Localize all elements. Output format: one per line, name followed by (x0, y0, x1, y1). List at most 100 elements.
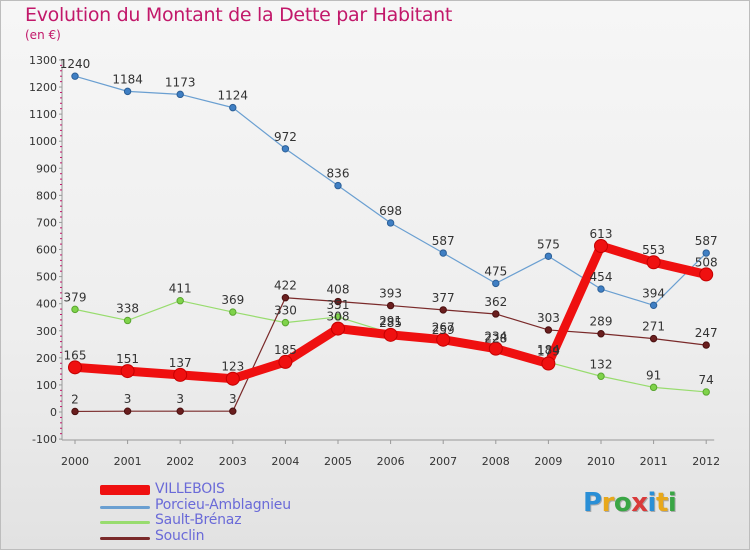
data-label-porcieu-amblagnieu: 587 (432, 234, 455, 248)
data-point-sault-br-naz (334, 313, 342, 321)
x-tick-label: 2000 (61, 455, 89, 468)
data-label-sault-br-naz: 259 (432, 323, 455, 337)
data-label-sault-br-naz: 369 (221, 293, 244, 307)
data-label-porcieu-amblagnieu: 394 (642, 286, 665, 300)
legend-swatch (100, 536, 150, 540)
data-label-porcieu-amblagnieu: 836 (327, 167, 350, 181)
data-point-porcieu-amblagnieu (71, 72, 79, 80)
data-point-souclin (281, 294, 290, 302)
x-tick-label: 2012 (692, 455, 720, 468)
data-point-souclin (544, 326, 553, 334)
data-label-sault-br-naz: 338 (116, 301, 139, 315)
data-point-sault-br-naz (176, 297, 184, 305)
data-label-sault-br-naz: 411 (169, 282, 192, 296)
x-tick-label: 2007 (429, 455, 457, 468)
data-label-villebois: 234 (484, 330, 507, 344)
data-label-porcieu-amblagnieu: 1173 (165, 75, 196, 89)
data-point-souclin (229, 407, 237, 415)
data-label-porcieu-amblagnieu: 475 (484, 264, 507, 278)
data-point-villebois (331, 321, 345, 336)
data-label-souclin: 247 (695, 326, 718, 340)
data-label-villebois: 179 (537, 345, 560, 359)
data-point-porcieu-amblagnieu (649, 301, 658, 310)
y-tick-label: 1100 (29, 108, 57, 121)
data-point-villebois (699, 267, 714, 282)
data-point-sault-br-naz (229, 308, 237, 316)
proxiti-logo: Proxiti (583, 488, 693, 528)
data-point-sault-br-naz (649, 383, 658, 392)
logo-letter: i (647, 488, 657, 518)
y-tick-label: 100 (36, 379, 57, 392)
data-point-villebois (646, 255, 661, 270)
data-label-sault-br-naz: 74 (699, 373, 714, 387)
data-point-villebois (120, 364, 135, 379)
y-tick-label: 1000 (29, 135, 57, 148)
legend-label: Souclin (155, 527, 205, 544)
chart-title: Evolution du Montant de la Dette par Hab… (25, 4, 453, 26)
data-label-souclin: 3 (176, 392, 184, 406)
data-point-sault-br-naz (123, 316, 132, 325)
data-point-porcieu-amblagnieu (702, 249, 710, 257)
data-label-villebois: 165 (64, 348, 87, 362)
data-point-porcieu-amblagnieu (492, 279, 500, 288)
data-label-porcieu-amblagnieu: 1184 (112, 72, 143, 86)
data-label-sault-br-naz: 228 (484, 331, 507, 345)
y-tick-label: 200 (36, 352, 57, 365)
data-label-sault-br-naz: 132 (590, 357, 613, 371)
data-point-souclin (334, 297, 342, 306)
x-tick-label: 2004 (271, 455, 299, 468)
data-point-porcieu-amblagnieu (176, 90, 184, 99)
y-tick-label: 500 (36, 271, 57, 284)
data-point-souclin (176, 407, 184, 415)
data-point-sault-br-naz (597, 372, 605, 380)
x-tick-label: 2002 (166, 455, 194, 468)
x-tick-label: 2009 (534, 455, 562, 468)
data-point-souclin (71, 407, 79, 416)
y-tick-label: 300 (36, 325, 57, 338)
y-tick-label: 1300 (29, 54, 57, 67)
data-label-villebois: 285 (379, 316, 402, 330)
y-tick-label: 600 (36, 244, 57, 257)
data-point-porcieu-amblagnieu (123, 87, 132, 96)
data-label-villebois: 553 (642, 243, 665, 257)
y-tick-label: 700 (36, 216, 57, 229)
data-point-villebois (225, 371, 240, 386)
logo-letter: i (667, 488, 677, 518)
data-point-porcieu-amblagnieu (597, 285, 605, 293)
x-tick-label: 2011 (640, 455, 668, 468)
data-label-porcieu-amblagnieu: 698 (379, 204, 402, 218)
y-tick-label: 400 (36, 298, 57, 311)
x-tick-label: 2003 (219, 455, 247, 468)
data-label-sault-br-naz: 351 (327, 298, 350, 312)
data-label-villebois: 267 (432, 321, 455, 335)
chart-subtitle: (en €) (25, 28, 61, 42)
y-tick-label: -100 (32, 433, 57, 446)
legend-label: Porcieu-Amblagnieu (155, 496, 291, 513)
y-tick-label: 1200 (29, 81, 57, 94)
x-tick-label: 2006 (377, 455, 405, 468)
data-label-porcieu-amblagnieu: 1240 (60, 57, 91, 71)
data-label-souclin: 303 (537, 311, 560, 325)
data-label-villebois: 508 (695, 255, 718, 269)
data-point-villebois (436, 332, 451, 347)
data-label-souclin: 408 (327, 283, 350, 297)
legend-label: VILLEBOIS (155, 481, 225, 497)
logo-letter: o (613, 488, 632, 518)
data-point-porcieu-amblagnieu (334, 181, 342, 190)
data-point-sault-br-naz (702, 388, 710, 396)
legend-swatch (100, 485, 150, 495)
data-label-souclin: 393 (379, 287, 402, 301)
data-label-villebois: 308 (327, 310, 350, 324)
data-label-sault-br-naz: 91 (646, 368, 661, 382)
data-label-souclin: 2 (71, 392, 79, 406)
data-label-souclin: 377 (432, 291, 455, 305)
data-point-souclin (439, 306, 447, 314)
legend-swatch (100, 521, 150, 524)
x-tick-label: 2001 (114, 455, 142, 468)
data-point-porcieu-amblagnieu (386, 219, 395, 227)
data-label-porcieu-amblagnieu: 972 (274, 130, 297, 144)
data-label-sault-br-naz: 379 (64, 290, 87, 304)
data-point-villebois (594, 238, 608, 253)
data-point-souclin (597, 330, 605, 338)
data-label-sault-br-naz: 291 (379, 314, 402, 328)
